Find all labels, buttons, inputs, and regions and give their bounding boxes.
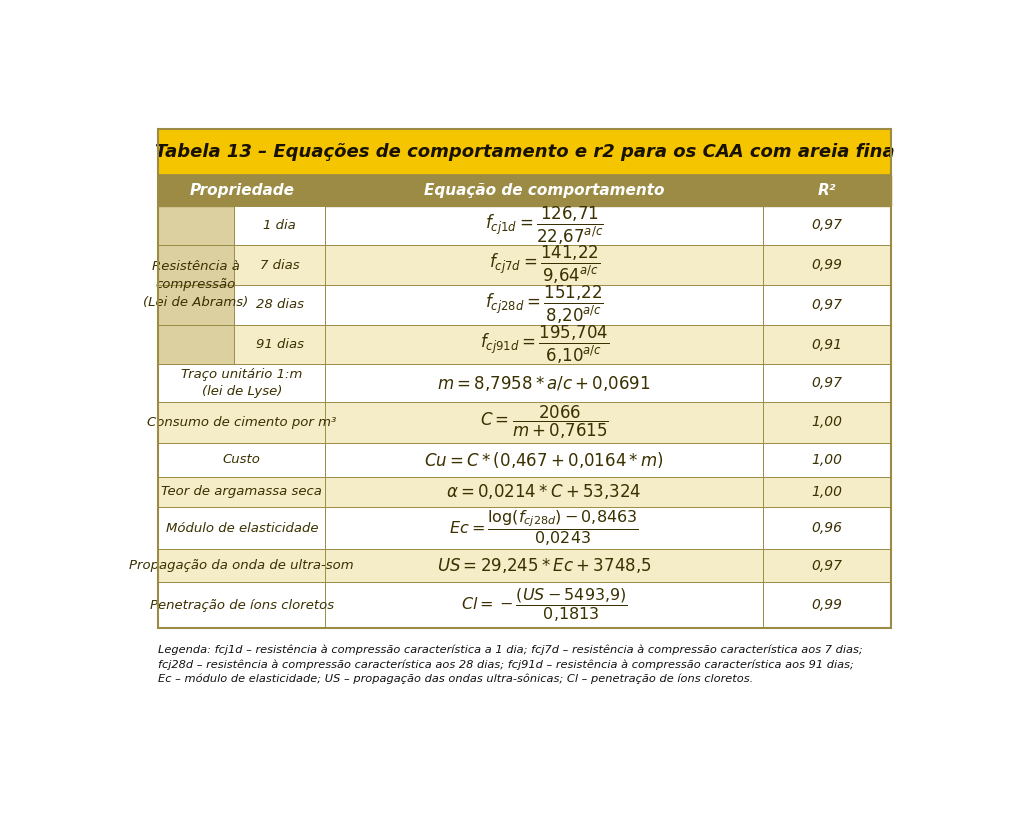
Bar xyxy=(158,549,892,582)
Text: 91 dias: 91 dias xyxy=(256,338,303,351)
Text: 0,99: 0,99 xyxy=(812,598,843,612)
Text: 1,00: 1,00 xyxy=(812,485,843,499)
Text: 1,00: 1,00 xyxy=(812,453,843,467)
Text: Penetração de íons cloretos: Penetração de íons cloretos xyxy=(150,599,334,612)
Bar xyxy=(158,477,892,508)
Bar xyxy=(233,245,326,285)
Text: $f_{cj7d} = \dfrac{141{,}22}{9{,}64^{a/c}}$: $f_{cj7d} = \dfrac{141{,}22}{9{,}64^{a/c… xyxy=(488,244,600,286)
Text: $m = 8{,}7958 * a/c + 0{,}0691$: $m = 8{,}7958 * a/c + 0{,}0691$ xyxy=(437,374,651,393)
Text: Resistência à
compressão
(Lei de Abrams): Resistência à compressão (Lei de Abrams) xyxy=(143,260,249,310)
Text: Legenda: fcj1d – resistência à compressão característica a 1 dia; fcj7d – resist: Legenda: fcj1d – resistência à compressã… xyxy=(158,645,863,685)
Text: 0,97: 0,97 xyxy=(812,298,843,312)
Text: Teor de argamassa seca: Teor de argamassa seca xyxy=(162,485,323,498)
Text: 1 dia: 1 dia xyxy=(263,219,296,232)
Text: $Ec = \dfrac{\log(f_{cj28d}) - 0{,}8463}{0{,}0243}$: $Ec = \dfrac{\log(f_{cj28d}) - 0{,}8463}… xyxy=(450,508,639,548)
Text: Propagação da onda de ultra-som: Propagação da onda de ultra-som xyxy=(129,559,354,572)
Text: 0,96: 0,96 xyxy=(812,521,843,535)
Bar xyxy=(158,175,892,206)
Text: R²: R² xyxy=(818,183,837,198)
Text: Tabela 13 – Equações de comportamento e r2 para os CAA com areia fina: Tabela 13 – Equações de comportamento e … xyxy=(155,143,895,161)
Text: 0,91: 0,91 xyxy=(812,338,843,352)
Text: $US = 29{,}245 * Ec + 3748{,}5$: $US = 29{,}245 * Ec + 3748{,}5$ xyxy=(437,556,651,575)
Bar xyxy=(158,508,892,549)
Bar xyxy=(158,364,892,402)
Bar xyxy=(158,582,892,628)
Text: Custo: Custo xyxy=(223,453,261,467)
Bar xyxy=(326,206,892,245)
Bar xyxy=(233,285,326,324)
Text: $f_{cj91d} = \dfrac{195{,}704}{6{,}10^{a/c}}$: $f_{cj91d} = \dfrac{195{,}704}{6{,}10^{a… xyxy=(479,324,609,366)
Text: $Cu = C * \left(0{,}467 + 0{,}0164 * m\right)$: $Cu = C * \left(0{,}467 + 0{,}0164 * m\r… xyxy=(424,450,665,470)
Text: 28 dias: 28 dias xyxy=(256,299,303,311)
Text: Módulo de elasticidade: Módulo de elasticidade xyxy=(166,522,318,535)
Text: 0,97: 0,97 xyxy=(812,219,843,232)
Text: 7 dias: 7 dias xyxy=(260,259,299,271)
Text: 1,00: 1,00 xyxy=(812,415,843,429)
Bar xyxy=(158,129,892,628)
Text: $Cl = -\dfrac{\left(US - 5493{,}9\right)}{0{,}1813}$: $Cl = -\dfrac{\left(US - 5493{,}9\right)… xyxy=(461,587,628,624)
Bar xyxy=(158,206,326,364)
Bar xyxy=(326,245,892,285)
Bar xyxy=(233,324,326,364)
Text: $\alpha = 0{,}0214 * C + 53{,}324$: $\alpha = 0{,}0214 * C + 53{,}324$ xyxy=(446,483,642,502)
Text: 0,99: 0,99 xyxy=(812,258,843,272)
Text: $f_{cj1d} = \dfrac{126{,}71}{22{,}67^{a/c}}$: $f_{cj1d} = \dfrac{126{,}71}{22{,}67^{a/… xyxy=(484,204,604,246)
Bar xyxy=(326,285,892,324)
Text: Equação de comportamento: Equação de comportamento xyxy=(424,183,665,198)
Text: $C = \dfrac{2066}{m + 0{,}7615}$: $C = \dfrac{2066}{m + 0{,}7615}$ xyxy=(480,404,608,441)
Bar xyxy=(158,402,892,443)
Text: 0,97: 0,97 xyxy=(812,558,843,572)
Bar xyxy=(233,206,326,245)
Text: Consumo de cimento por m³: Consumo de cimento por m³ xyxy=(147,416,337,429)
Bar xyxy=(158,129,892,175)
Text: Traço unitário 1:m
(lei de Lyse): Traço unitário 1:m (lei de Lyse) xyxy=(181,368,302,398)
Text: Propriedade: Propriedade xyxy=(189,183,294,198)
Bar xyxy=(326,324,892,364)
Text: $f_{cj28d} = \dfrac{151{,}22}{8{,}20^{a/c}}$: $f_{cj28d} = \dfrac{151{,}22}{8{,}20^{a/… xyxy=(484,284,603,326)
Text: 0,97: 0,97 xyxy=(812,376,843,390)
Bar xyxy=(158,443,892,477)
